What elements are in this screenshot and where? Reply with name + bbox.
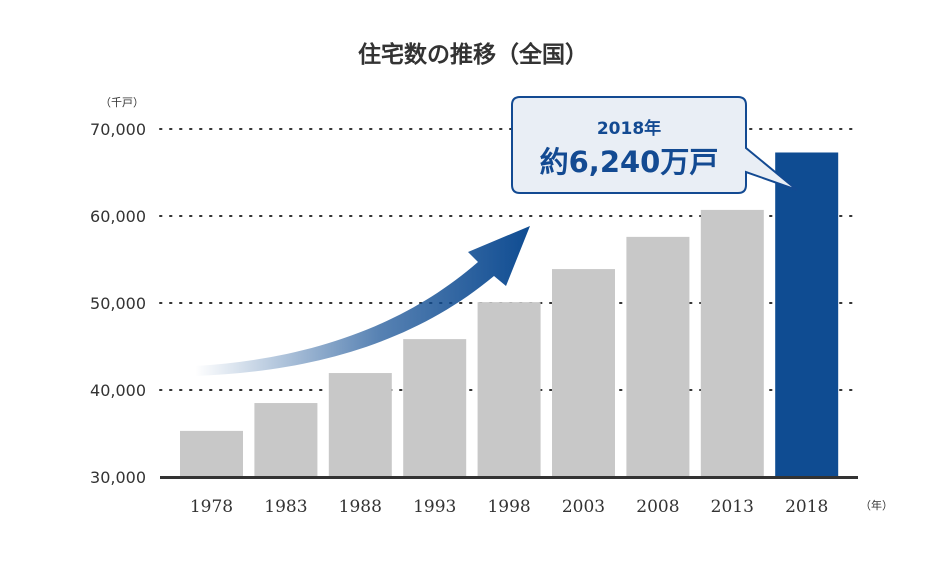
callout: 2018年 約6,240万戸 (511, 96, 798, 194)
bar-1983 (254, 403, 318, 477)
bar-1978 (180, 430, 243, 477)
callout-year: 2018年 (597, 118, 661, 139)
callout-value: 約6,240万戸 (540, 145, 719, 179)
chart-title: 住宅数の推移（全国） (358, 41, 588, 68)
y-unit-label: （千戸） (100, 96, 144, 109)
y-tick-label: 60,000 (90, 207, 146, 226)
x-tick-label: 1983 (264, 497, 307, 517)
y-tick-label: 50,000 (90, 294, 146, 313)
bar-2003 (552, 269, 615, 477)
x-tick-label: 2008 (636, 497, 679, 517)
x-tick-label: 2018 (785, 497, 828, 517)
bar-1993 (403, 339, 467, 477)
x-tick-label: 1988 (339, 497, 382, 517)
x-tick-label: 1998 (487, 497, 530, 517)
y-axis: 30,000 40,000 50,000 60,000 70,000 (90, 120, 146, 487)
y-tick-label: 70,000 (90, 120, 146, 139)
bar-2008 (626, 236, 690, 477)
trend-arrow-icon (195, 226, 530, 376)
x-tick-label: 1993 (413, 497, 456, 517)
bar-1988 (328, 373, 392, 477)
x-axis: 1978 1983 1988 1993 1998 2003 2008 2013 2018 (190, 497, 828, 517)
bars (180, 152, 839, 478)
bar-2013 (700, 209, 764, 477)
x-tick-label: 2013 (711, 497, 754, 517)
x-tick-label: 1978 (190, 497, 233, 517)
x-unit-label: （年） (860, 498, 893, 512)
y-tick-label: 30,000 (90, 468, 146, 487)
bar-1998 (477, 302, 541, 477)
y-tick-label: 40,000 (90, 381, 146, 400)
bar-2018 (775, 152, 839, 478)
callout-box (511, 96, 798, 194)
x-tick-label: 2003 (562, 497, 605, 517)
